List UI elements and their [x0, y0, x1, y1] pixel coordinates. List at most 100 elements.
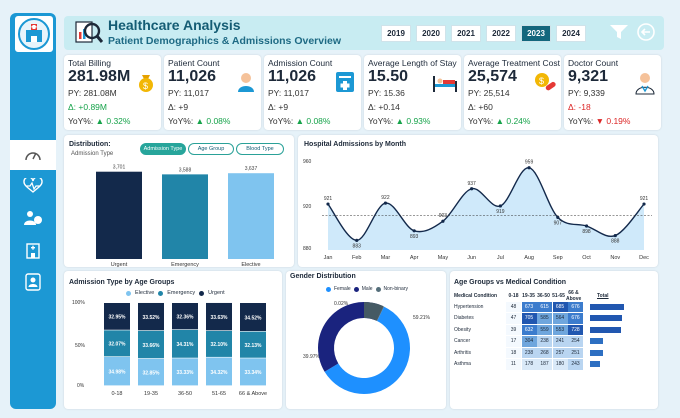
matrix-cell: 241: [552, 336, 568, 347]
matrix-cell: 559: [537, 324, 552, 335]
patients-nav-icon[interactable]: [10, 203, 56, 233]
kpi-card-total-billing: Total Billing 281.98M PY: 281.08M Δ: +0.…: [64, 55, 161, 130]
data-point: [527, 166, 531, 170]
heartbeat-nav-icon[interactable]: [10, 171, 56, 201]
gender-legend: Female Male Non-binary: [326, 286, 408, 292]
year-button-2020[interactable]: 2020: [416, 25, 446, 42]
x-tick-label: Urgent: [111, 262, 128, 267]
matrix-cell: 18: [506, 347, 521, 358]
hospital-logo: [13, 14, 55, 54]
matrix-cell: 39: [506, 324, 521, 335]
matrix-total-bar: [589, 303, 624, 310]
kpi-value: 11,026: [168, 68, 217, 85]
gender-panel: Gender Distribution Female Male Non-bina…: [286, 271, 446, 409]
x-tick-label: May: [438, 255, 449, 261]
admission-type-toggle[interactable]: Admission Type: [140, 143, 186, 155]
matrix-total-bar: [589, 326, 622, 333]
svg-text:$: $: [539, 76, 544, 86]
doctor-nav-icon[interactable]: [10, 267, 56, 297]
segment-label: 34.32%: [211, 370, 229, 376]
stack-segment-urgent: [240, 303, 266, 332]
data-label: 922: [381, 195, 390, 201]
segment-label: 32.95%: [109, 315, 127, 321]
hospital-nav-icon[interactable]: [10, 235, 56, 265]
gender-donut-chart: [318, 301, 410, 394]
matrix-row: Hypertension 48 673 615 685 676: [454, 301, 654, 313]
matrix-cell: 676: [568, 301, 583, 312]
distribution-panel: Distribution: Admission Type 3,701 Urgent…: [64, 135, 294, 267]
x-tick-label: 19-35: [144, 391, 158, 397]
kpi-value: 281.98M: [68, 68, 131, 85]
matrix-cell: 673: [521, 301, 537, 312]
matrix-col-header: 19-35: [522, 293, 535, 299]
doctor-icon: [635, 73, 655, 95]
matrix-total-bar-wrap: [584, 326, 622, 333]
segment-label: 32.85%: [143, 370, 161, 376]
filter-icon[interactable]: [609, 23, 629, 41]
matrix-cell: 238: [537, 336, 552, 347]
data-point: [383, 201, 388, 205]
monthly-admissions-panel: Hospital Admissions by Month 960 920 880…: [298, 135, 658, 267]
kpi-card-average-treatment-cost: Average Treatment Cost 25,574 PY: 25,514…: [464, 55, 561, 130]
segment-label: 34.31%: [177, 342, 195, 348]
data-point: [556, 215, 560, 220]
nonbinary-pct-label: 0.02%: [334, 301, 349, 307]
matrix-total-bar-wrap: [584, 361, 622, 368]
matrix-total-bar-wrap: [584, 338, 622, 345]
matrix-cell: 304: [521, 336, 537, 347]
year-button-2022[interactable]: 2022: [486, 25, 516, 42]
data-label: 888: [611, 239, 620, 245]
data-label: 921: [324, 196, 333, 202]
segment-label: 33.63%: [211, 315, 229, 321]
x-tick-label: Elective: [241, 262, 260, 267]
matrix-cell: 257: [552, 347, 568, 358]
data-point: [326, 202, 330, 206]
back-arrow-icon[interactable]: [636, 22, 656, 42]
year-button-2019[interactable]: 2019: [381, 25, 411, 42]
segment-label: 34.52%: [245, 315, 263, 321]
x-tick-label: 51-65: [212, 391, 226, 397]
gauge-nav-icon[interactable]: [10, 140, 56, 170]
page-title: Healthcare Analysis: [108, 17, 241, 33]
stack-segment-urgent: [138, 302, 164, 331]
kpi-label: Patient Count: [168, 58, 220, 68]
year-button-2024[interactable]: 2024: [556, 25, 586, 42]
segment-label: 32.10%: [211, 342, 229, 348]
data-label: 921: [640, 196, 649, 202]
stack-segment-emergency: [172, 329, 198, 358]
distribution-bar-chart: 3,701 Urgent 3,588 Emergency 3,637 Elective: [96, 165, 274, 267]
matrix-cell: 585: [537, 313, 552, 324]
stack-segment-urgent: [172, 303, 198, 330]
data-label: 883: [353, 243, 362, 249]
data-point: [613, 233, 617, 238]
segment-label: 32.07%: [109, 342, 127, 348]
matrix-total-bar: [589, 361, 600, 368]
age-group-toggle[interactable]: Age Group: [188, 143, 234, 155]
kpi-delta: Δ: +0.14: [368, 102, 400, 112]
monthly-area-chart: 921 Jan 883 Feb 922 Mar 893 Apr 903 May 937 Jun 919 J…: [322, 160, 652, 261]
data-label: 919: [496, 209, 505, 215]
kpi-value: 15.50: [368, 68, 409, 85]
segment-label: 33.66%: [143, 343, 161, 349]
kpi-yoy: YoY%: ▲ 0.08%: [168, 116, 231, 126]
kpi-delta: Δ: +9: [268, 102, 289, 112]
blood-type-toggle[interactable]: Blood Type: [236, 143, 284, 155]
female-pct-label: 59.21%: [413, 315, 430, 321]
kpi-delta: Δ: +9: [168, 102, 189, 112]
year-button-2021[interactable]: 2021: [451, 25, 481, 42]
matrix-cell: 553: [552, 324, 568, 335]
patient-icon: [238, 73, 254, 92]
hospital-bed-icon: [433, 76, 457, 92]
kpi-label: Total Billing: [68, 58, 111, 68]
year-button-2023[interactable]: 2023: [521, 25, 551, 42]
matrix-col-header: 36-50: [537, 293, 550, 299]
x-tick-label: Oct: [582, 255, 591, 261]
x-tick-label: Apr: [410, 255, 419, 261]
bar-elective: [228, 173, 274, 259]
data-point: [584, 224, 589, 228]
stack-segment-emergency: [104, 330, 130, 357]
matrix-header: Medical Condition 0-18 19-35 36-50 51-65 66 &…: [454, 290, 654, 302]
y-tick-960: 960: [303, 159, 312, 165]
stack-segment-elective: [172, 358, 198, 386]
segment-label: 32.13%: [245, 343, 263, 349]
